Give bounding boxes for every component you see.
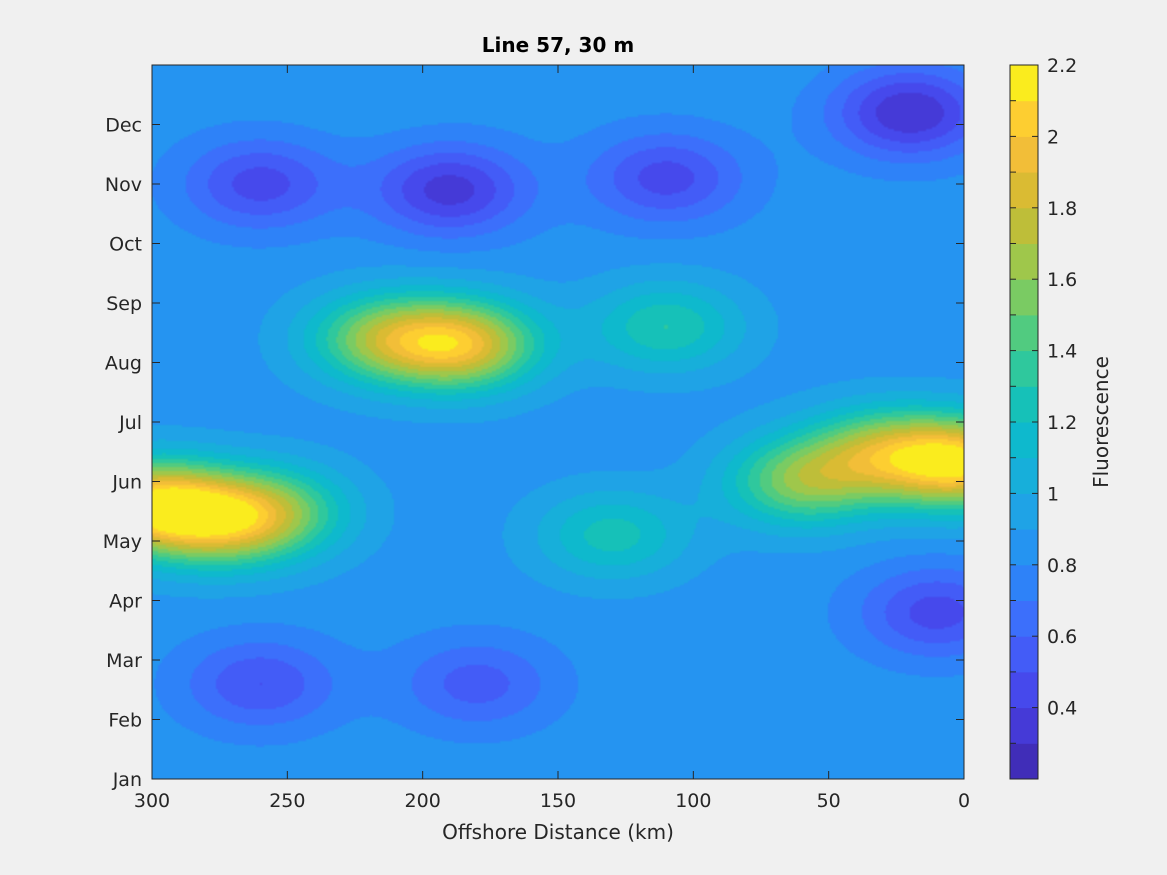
colorbar-band <box>1010 422 1038 459</box>
chart-title: Line 57, 30 m <box>482 33 634 57</box>
colorbar-band <box>1010 457 1038 494</box>
colorbar: 0.4 0.6 0.8 1 1.2 1.4 1.6 1.8 2 2.2 Fluorescence <box>1009 55 1113 780</box>
colorbar-tick-label: 1 <box>1047 483 1059 505</box>
colorbar-tick-label: 1.4 <box>1047 341 1077 363</box>
x-tick-label: 100 <box>675 790 711 812</box>
heatmap-surface <box>152 65 964 779</box>
colorbar-band <box>1010 671 1038 709</box>
x-tick-label: 0 <box>958 790 970 812</box>
y-axis: Jan Feb Mar Apr May Jun Jul Aug Sep Oct Nov Dec <box>103 115 964 791</box>
colorbar-band <box>1010 707 1038 744</box>
colorbar-band <box>1010 243 1038 280</box>
colorbar-band <box>1010 350 1038 387</box>
y-tick-label: Sep <box>106 293 142 315</box>
colorbar-tick-label: 1.2 <box>1047 412 1077 434</box>
x-axis-label: Offshore Distance (km) <box>442 820 674 844</box>
y-tick-label: Apr <box>109 591 142 613</box>
colorbar-band <box>1010 636 1038 673</box>
x-tick-label: 300 <box>134 790 170 812</box>
y-tick-label: Aug <box>105 353 142 375</box>
plot-area <box>151 64 965 780</box>
y-tick-label: Jan <box>112 769 142 791</box>
x-axis: 300 250 200 150 100 50 0 <box>134 65 970 812</box>
y-tick-label: May <box>103 531 142 553</box>
colorbar-tick-label: 1.6 <box>1047 269 1077 291</box>
y-tick-label: Jul <box>118 412 142 434</box>
x-tick-label: 250 <box>269 790 305 812</box>
y-tick-label: Mar <box>106 650 142 672</box>
colorbar-band <box>1010 314 1038 352</box>
colorbar-band <box>1010 100 1038 137</box>
colorbar-tick-label: 2 <box>1047 126 1059 148</box>
colorbar-band <box>1010 564 1038 601</box>
colorbar-band <box>1010 493 1038 530</box>
colorbar-band <box>1010 386 1038 423</box>
colorbar-label: Fluorescence <box>1089 356 1113 488</box>
colorbar-tick-label: 0.6 <box>1047 626 1077 648</box>
y-tick-label: Dec <box>105 115 142 137</box>
colorbar-band <box>1010 172 1038 209</box>
y-tick-label: Oct <box>109 234 142 256</box>
y-tick-label: Nov <box>105 174 142 196</box>
x-tick-label: 150 <box>540 790 576 812</box>
y-tick-label: Feb <box>108 710 142 732</box>
colorbar-tick-label: 1.8 <box>1047 198 1077 220</box>
colorbar-band <box>1010 279 1038 316</box>
colorbar-band <box>1010 65 1038 102</box>
colorbar-band <box>1010 136 1038 173</box>
x-tick-label: 200 <box>405 790 441 812</box>
y-tick-label: Jun <box>111 472 142 494</box>
colorbar-tick-label: 2.2 <box>1047 55 1077 77</box>
colorbar-band <box>1010 529 1038 566</box>
colorbar-tick-label: 0.4 <box>1047 698 1077 720</box>
colorbar-band <box>1010 743 1038 780</box>
colorbar-band <box>1010 207 1038 244</box>
colorbar-band <box>1010 600 1038 637</box>
colorbar-tick-label: 0.8 <box>1047 555 1077 577</box>
x-tick-label: 50 <box>817 790 841 812</box>
